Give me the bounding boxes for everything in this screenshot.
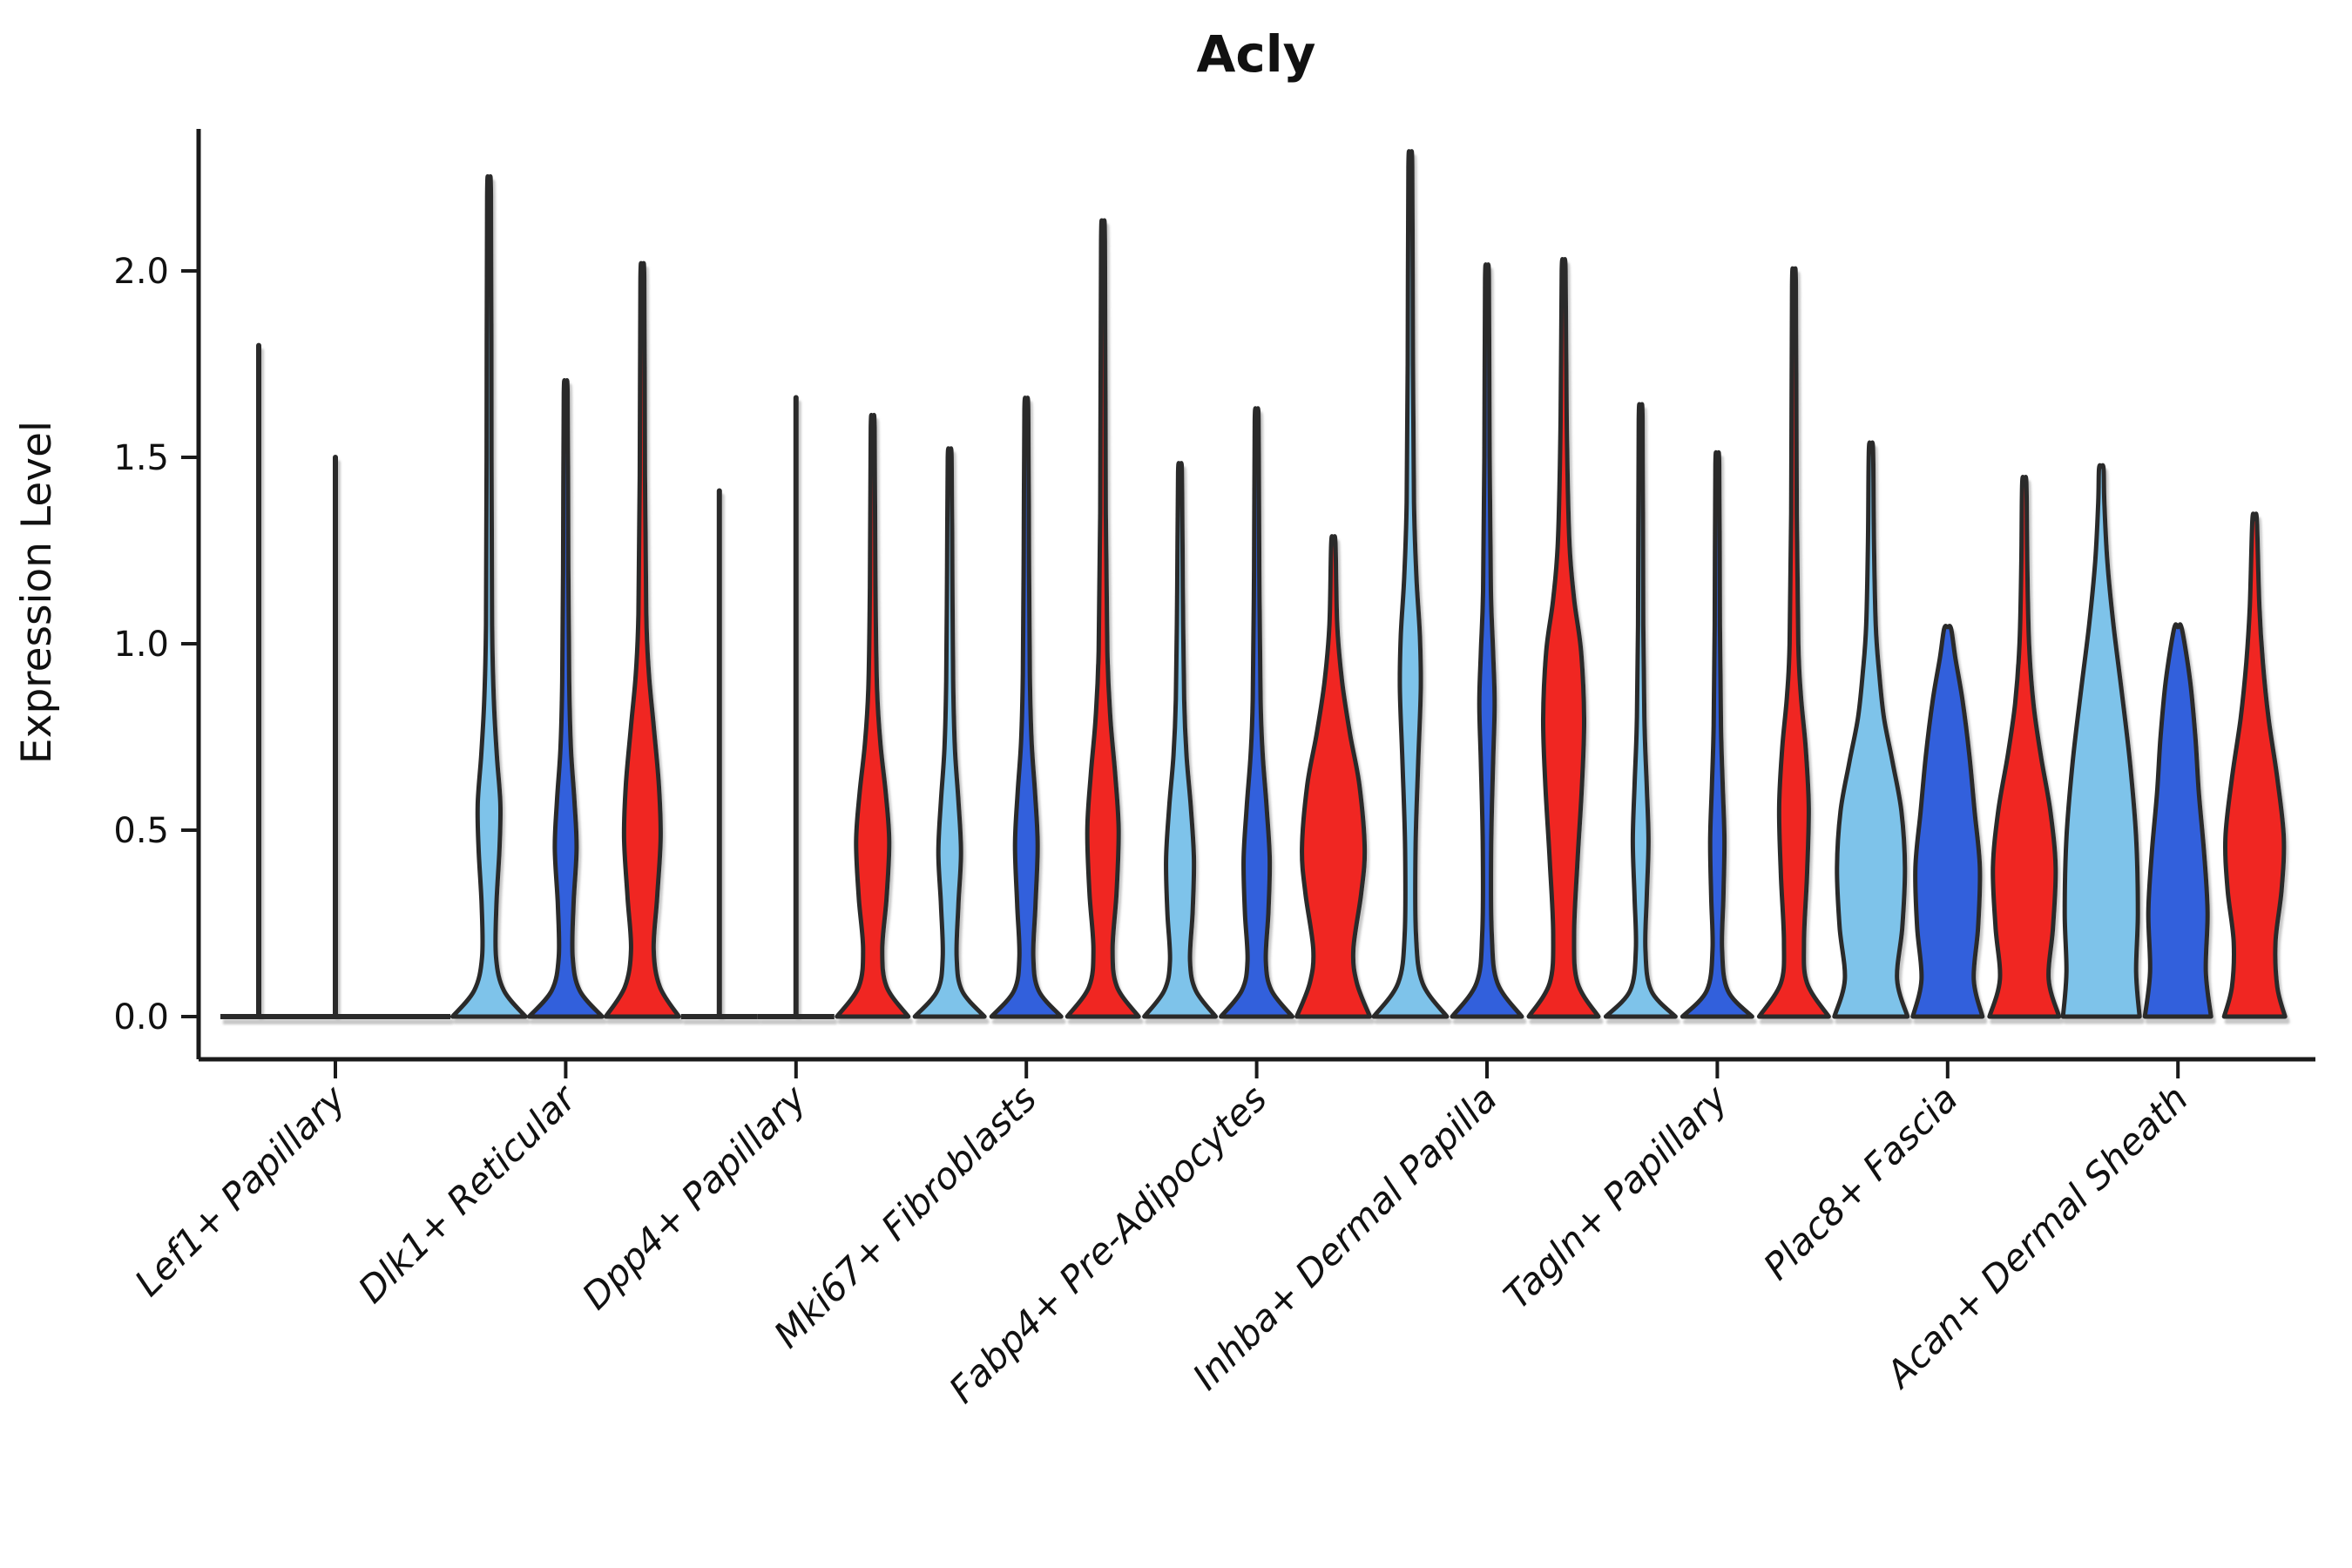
violin-dpp4-papillary-red	[835, 413, 911, 1019]
x-tick-label: Lef1+ Papillary	[126, 1077, 355, 1305]
y-tick-label: 0.0	[113, 997, 169, 1037]
violin-tagln-papillary-red	[1756, 266, 1831, 1019]
violin-tagln-papillary-dark_blue	[1680, 449, 1754, 1019]
violin-dlk1-reticular-dark_blue	[526, 378, 605, 1019]
x-tick-label: Tagln+ Papillary	[1496, 1077, 1737, 1318]
violin-mki67-fibroblasts-red	[1064, 218, 1141, 1019]
violin-mki67-fibroblasts-light_blue	[912, 446, 987, 1019]
violin-dlk1-reticular-red	[603, 260, 681, 1019]
x-tick-label: Dlk1+ Reticular	[350, 1075, 586, 1311]
violin-inhba-dermal-papilla-dark_blue	[1450, 262, 1524, 1019]
y-tick-label: 0.5	[113, 811, 169, 851]
y-tick-label: 2.0	[113, 252, 169, 292]
plot-title: Acly	[1197, 24, 1316, 84]
violin-mki67-fibroblasts-dark_blue	[989, 395, 1064, 1019]
violin-plac8-fascia-light_blue	[1832, 440, 1910, 1019]
y-tick-label: 1.0	[113, 625, 169, 665]
x-tick-label: Plac8+ Fascia	[1755, 1077, 1966, 1288]
violin-acan-dermal-sheath-dark_blue	[2142, 622, 2213, 1019]
violin-inhba-dermal-papilla-light_blue	[1371, 149, 1450, 1019]
y-tick-label: 1.5	[113, 438, 169, 478]
x-tick-label: Dpp4+ Papillary	[574, 1077, 815, 1318]
x-tick-label: Mki67+ Fibroblasts	[766, 1077, 1044, 1355]
violin-plac8-fascia-red	[1987, 475, 2062, 1019]
y-axis-label: Expression Level	[13, 421, 61, 764]
violin-dlk1-reticular-light_blue	[449, 174, 528, 1019]
violin-acan-dermal-sheath-red	[2221, 511, 2288, 1019]
violin-fabp4-pre-adipocytes-red	[1294, 534, 1373, 1019]
violin-tagln-papillary-light_blue	[1603, 402, 1678, 1019]
violin-acan-dermal-sheath-light_blue	[2060, 463, 2142, 1019]
violin-fabp4-pre-adipocytes-light_blue	[1142, 461, 1219, 1019]
violin-plac8-fascia-dark_blue	[1910, 624, 1985, 1019]
violin-inhba-dermal-papilla-red	[1526, 257, 1601, 1019]
violin-fabp4-pre-adipocytes-dark_blue	[1219, 406, 1295, 1019]
violins-layer	[220, 149, 2288, 1019]
